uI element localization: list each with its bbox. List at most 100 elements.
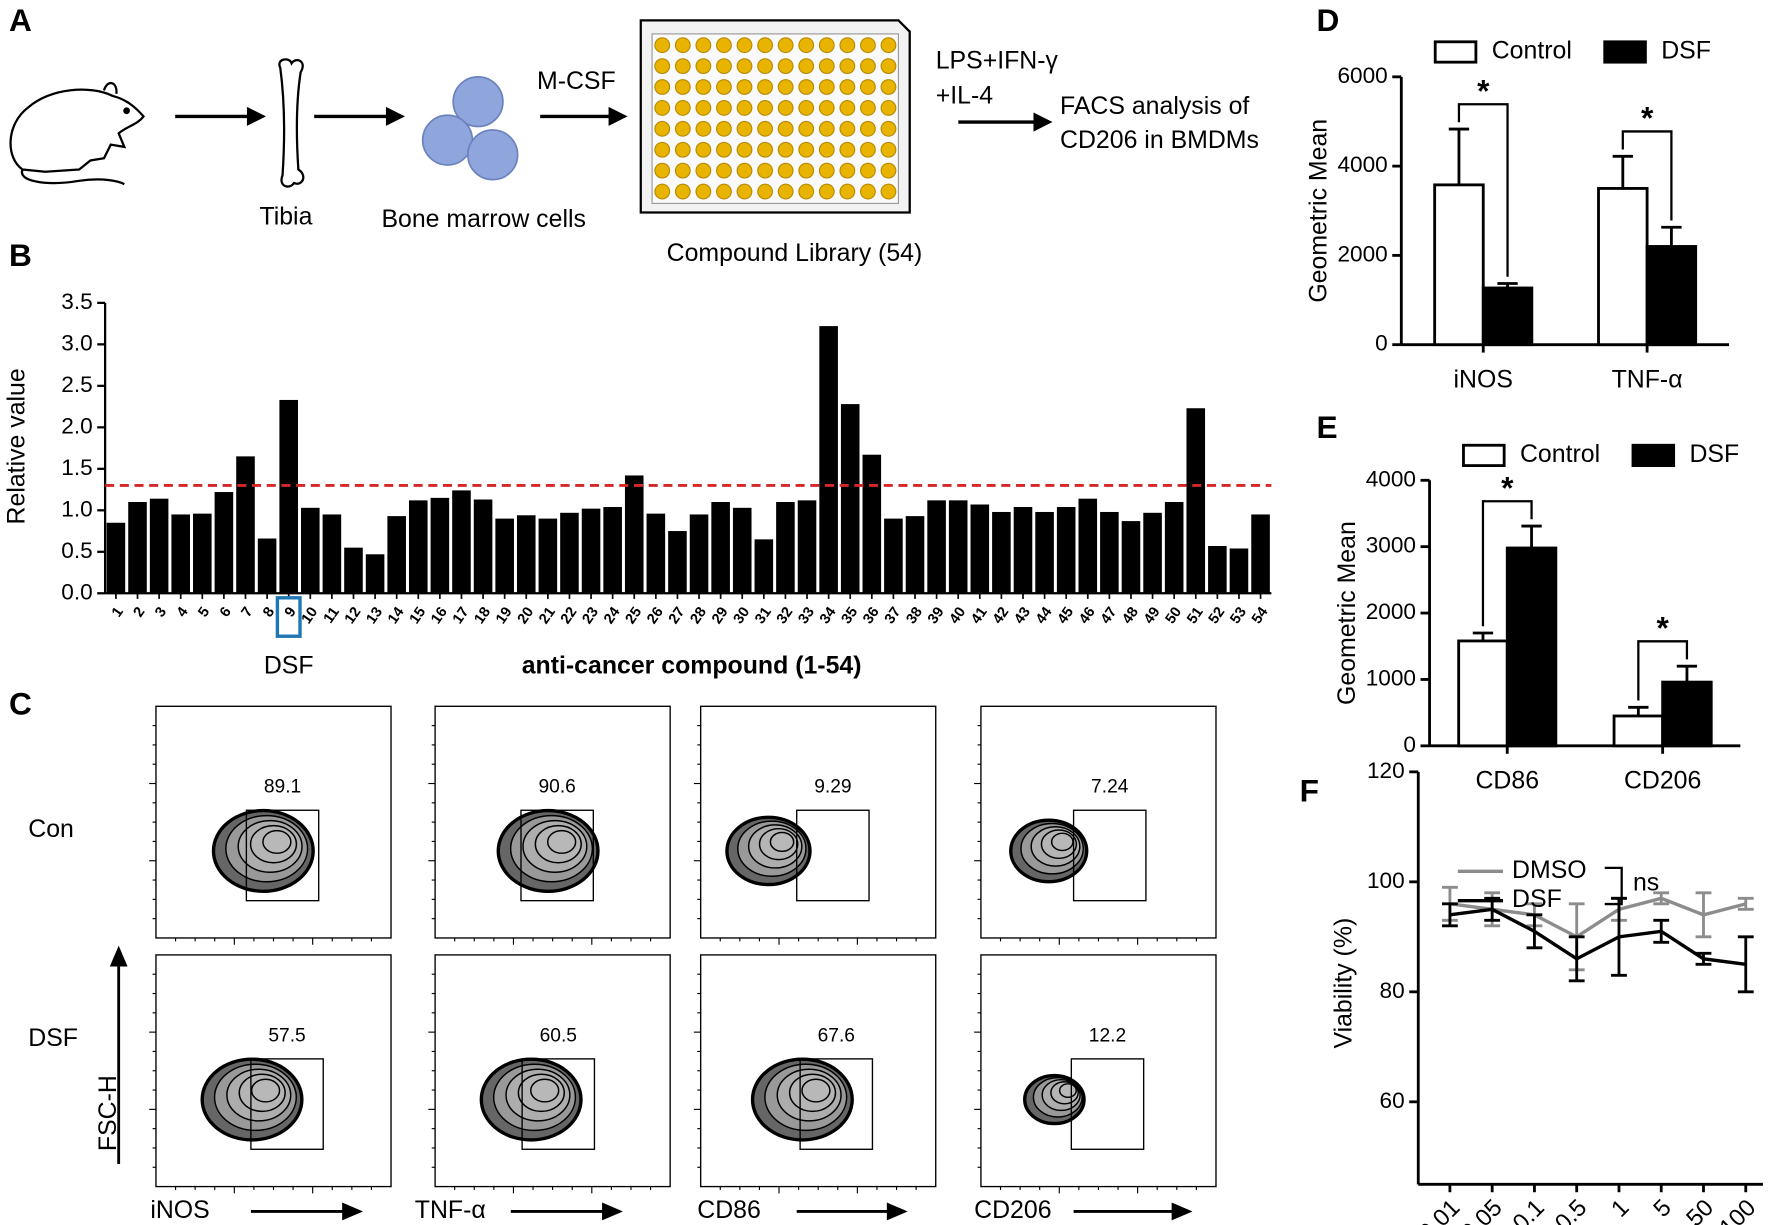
series-line xyxy=(1449,896,1747,939)
bar xyxy=(1100,511,1119,594)
error-bar xyxy=(1737,896,1754,911)
well xyxy=(757,183,773,200)
bar xyxy=(344,547,363,594)
error-bar xyxy=(1653,891,1670,906)
error-bar xyxy=(1441,902,1458,928)
x-tick-label: 33 xyxy=(796,604,818,627)
gate-value: 90.6 xyxy=(538,777,575,798)
x-tick-label: 51 xyxy=(1184,604,1206,627)
well xyxy=(777,100,794,116)
well-plate xyxy=(639,19,911,214)
panel-label: F xyxy=(1300,773,1319,809)
bar xyxy=(581,508,601,594)
x-tick-label: 8 xyxy=(260,604,278,620)
well xyxy=(736,37,753,54)
significance-bracket xyxy=(1457,103,1509,277)
well xyxy=(777,37,794,54)
well xyxy=(695,183,712,200)
legend-label: DMSO xyxy=(1512,856,1587,884)
bar xyxy=(516,515,536,594)
gate-value: 7.24 xyxy=(1091,777,1129,798)
well xyxy=(777,79,794,95)
significance-label: * xyxy=(1501,469,1514,505)
y-tick-label: 3.5 xyxy=(61,289,92,314)
x-tick-label: 0.01 xyxy=(1414,1195,1465,1225)
bar xyxy=(927,500,946,594)
x-tick-label: CD86 xyxy=(1475,767,1539,795)
error-bar xyxy=(1526,913,1543,950)
x-tick-label: 14 xyxy=(385,604,408,627)
y-axis-label: Relative value xyxy=(3,368,31,524)
well xyxy=(695,37,712,54)
x-tick-label: 10 xyxy=(299,604,321,627)
bar xyxy=(279,399,298,594)
well xyxy=(777,162,794,179)
well xyxy=(757,141,773,158)
step-label: CD206 in BMDMs xyxy=(1060,126,1259,154)
y-tick-label: 2000 xyxy=(1337,241,1387,266)
density-contour xyxy=(1050,832,1074,852)
axis-label: CD86 xyxy=(697,1196,761,1224)
well xyxy=(798,141,815,158)
well xyxy=(798,120,815,137)
well xyxy=(736,162,753,179)
well xyxy=(674,162,691,179)
well xyxy=(860,141,876,158)
x-tick-label: 16 xyxy=(428,604,450,627)
x-tick-label: 50 xyxy=(1163,604,1185,627)
x-tick-label: CD206 xyxy=(1624,767,1701,795)
well xyxy=(674,79,691,95)
legend-swatch xyxy=(1433,40,1478,64)
x-tick-label: 3 xyxy=(152,604,170,620)
y-tick-label: 0.5 xyxy=(61,538,92,563)
y-tick-label: 120 xyxy=(1367,758,1405,783)
panel-label: C xyxy=(9,686,32,722)
x-tick-label: 1 xyxy=(109,604,127,620)
x-tick-label: 1 xyxy=(1607,1195,1635,1223)
well xyxy=(860,162,876,179)
bar xyxy=(1121,521,1141,594)
x-tick-label: 4 xyxy=(174,604,192,621)
well xyxy=(695,162,712,179)
bar xyxy=(754,539,774,594)
well xyxy=(860,100,876,116)
well xyxy=(818,58,835,75)
y-tick-label: 0.0 xyxy=(61,579,92,604)
bar xyxy=(948,500,968,594)
density-contour xyxy=(801,1078,831,1103)
well xyxy=(839,162,856,179)
legend-swatch xyxy=(1631,443,1676,468)
y-tick-label: 4000 xyxy=(1366,466,1416,491)
well xyxy=(818,37,835,54)
legend-bracket xyxy=(1604,866,1623,906)
well xyxy=(674,58,691,75)
bar xyxy=(1661,680,1713,748)
bar xyxy=(430,497,450,594)
well xyxy=(736,100,753,116)
x-tick-label: 54 xyxy=(1249,604,1272,627)
well xyxy=(798,162,815,179)
x-tick-label: 24 xyxy=(601,604,624,627)
error-bar xyxy=(1568,935,1585,983)
gate xyxy=(799,1058,874,1150)
bar xyxy=(214,492,234,594)
legend-label: Control xyxy=(1520,440,1600,468)
significance-label: * xyxy=(1656,609,1669,645)
step-label: M-CSF xyxy=(537,67,616,95)
well xyxy=(674,141,691,158)
bar xyxy=(668,531,687,594)
gate-value: 60.5 xyxy=(540,1025,577,1046)
x-tick-label: 2 xyxy=(131,604,149,620)
error-bar xyxy=(1448,127,1470,185)
x-tick-label: 46 xyxy=(1076,604,1098,627)
bar xyxy=(257,538,277,594)
well xyxy=(798,37,815,54)
well xyxy=(736,79,753,95)
x-tick-label: 31 xyxy=(752,604,774,627)
x-tick-label: TNF-α xyxy=(1612,365,1683,393)
well xyxy=(860,183,876,200)
annotation: ns xyxy=(1633,868,1659,896)
gate-value: 12.2 xyxy=(1089,1025,1126,1046)
x-tick-label: 0.1 xyxy=(1508,1195,1550,1225)
